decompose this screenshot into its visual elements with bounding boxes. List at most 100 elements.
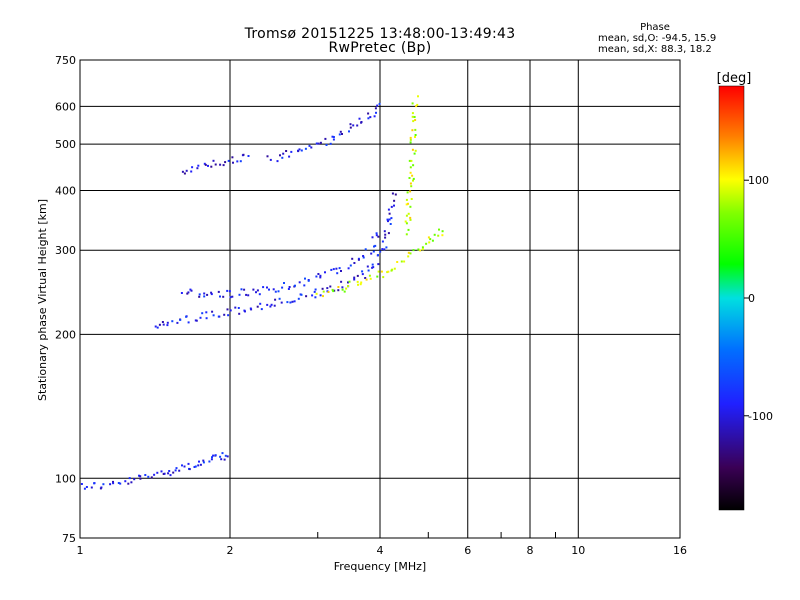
data-point <box>341 288 344 291</box>
data-point <box>297 150 300 153</box>
data-point <box>205 317 208 320</box>
grid-lines <box>80 60 680 538</box>
data-point <box>117 482 120 484</box>
data-point <box>405 198 408 201</box>
data-point <box>362 256 365 259</box>
data-point <box>150 476 153 479</box>
data-point <box>356 274 359 277</box>
data-point <box>244 310 246 313</box>
data-point <box>243 288 246 291</box>
data-point <box>362 255 365 257</box>
x-tick-label: 4 <box>377 544 384 557</box>
data-point <box>382 276 385 279</box>
data-point <box>226 308 229 311</box>
data-point <box>227 314 230 317</box>
data-point <box>293 300 296 303</box>
data-point <box>431 239 434 242</box>
data-point <box>199 463 202 466</box>
data-point <box>202 459 205 462</box>
data-point <box>179 318 182 321</box>
x-tick-label: 2 <box>227 544 234 557</box>
data-point <box>368 274 371 277</box>
data-point <box>387 232 390 235</box>
data-point <box>308 144 311 147</box>
phase-stats-o-mode: mean, sd,O: -94.5, 15.9 <box>598 33 717 44</box>
data-point <box>214 454 217 457</box>
data-point <box>389 223 392 225</box>
data-point <box>407 212 410 215</box>
data-point <box>345 287 348 290</box>
data-point <box>375 232 378 235</box>
data-point <box>100 486 103 489</box>
data-point <box>377 254 379 257</box>
data-point <box>197 464 200 467</box>
data-point <box>190 289 193 292</box>
data-point <box>361 273 364 276</box>
data-point <box>206 293 209 296</box>
data-point <box>85 486 88 488</box>
data-point <box>387 220 389 223</box>
data-point <box>234 306 237 309</box>
data-point <box>332 290 335 293</box>
data-point <box>372 250 375 253</box>
data-point <box>376 275 379 278</box>
data-point <box>414 149 417 152</box>
data-point <box>315 275 318 278</box>
data-point <box>289 301 292 304</box>
data-point <box>298 281 301 284</box>
data-point <box>367 117 370 120</box>
data-point <box>249 307 252 310</box>
data-point <box>276 160 279 163</box>
data-point <box>371 266 374 269</box>
data-point <box>224 161 227 164</box>
data-point <box>413 116 416 118</box>
data-point <box>210 291 213 294</box>
data-point <box>172 471 175 474</box>
data-point <box>364 248 367 251</box>
data-point <box>409 138 412 141</box>
data-point <box>409 166 412 169</box>
data-point <box>158 323 161 326</box>
data-point <box>385 246 388 249</box>
data-point <box>376 104 379 107</box>
data-point <box>347 267 350 270</box>
data-point <box>330 268 333 271</box>
data-point <box>373 245 375 248</box>
data-point <box>393 267 396 270</box>
data-point <box>390 269 393 272</box>
data-point <box>409 205 412 208</box>
data-point <box>219 163 222 166</box>
data-point <box>162 323 165 326</box>
data-point <box>239 160 242 163</box>
data-point <box>210 293 213 296</box>
y-tick-label: 300 <box>55 244 76 257</box>
data-point <box>186 292 189 295</box>
data-point <box>347 285 350 288</box>
data-point <box>212 159 215 162</box>
data-point <box>322 295 324 298</box>
x-tick-label: 8 <box>527 544 534 557</box>
data-point <box>130 481 133 484</box>
data-point <box>274 290 277 293</box>
data-point <box>266 286 268 289</box>
data-point <box>83 487 86 490</box>
data-point <box>411 129 414 132</box>
data-point <box>156 471 159 474</box>
data-point <box>291 300 294 303</box>
data-point <box>281 286 284 289</box>
data-point <box>232 161 234 164</box>
data-point <box>90 486 93 489</box>
data-point <box>211 456 213 459</box>
data-point <box>217 290 220 293</box>
data-point <box>367 112 370 115</box>
data-point <box>282 152 285 155</box>
data-point <box>220 458 223 461</box>
data-point <box>207 164 209 167</box>
data-point <box>147 475 150 478</box>
data-point <box>421 246 424 249</box>
data-point <box>202 461 205 464</box>
data-point <box>298 148 301 151</box>
data-point <box>240 288 243 291</box>
data-point <box>411 102 414 105</box>
data-point <box>405 222 408 225</box>
